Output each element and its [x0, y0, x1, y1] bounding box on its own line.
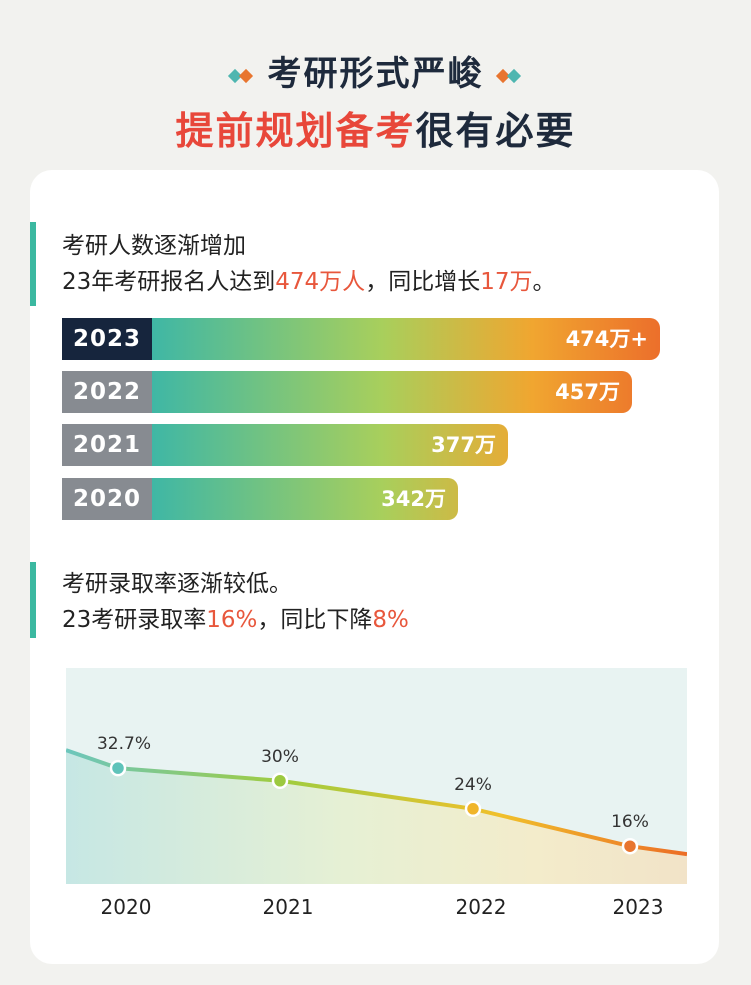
- diamond-decoration-left-icon: [227, 68, 254, 84]
- data-label-2021: 30%: [261, 747, 299, 767]
- year-label-2022: 2022: [62, 371, 152, 413]
- bar-value-label-2020: 342万: [381, 487, 446, 511]
- year-label-2023: 2023: [62, 318, 152, 360]
- bar-2021: [152, 424, 508, 466]
- section2-line2-value2: 8%: [372, 607, 409, 633]
- year-label-2020: 2020: [62, 478, 152, 520]
- section1-accent-bar: [30, 222, 36, 306]
- diamond-decoration-right-icon: [495, 68, 522, 84]
- bar-2022: [152, 371, 632, 413]
- data-point-2020: [109, 759, 127, 777]
- section2-line2-mid: ，同比下降: [257, 607, 373, 633]
- bar-row-2021: 2021 377万: [62, 424, 672, 466]
- year-label-2021: 2021: [62, 424, 152, 466]
- section1-line1: 考研人数逐渐增加: [62, 233, 246, 259]
- x-tick-2021: 2021: [263, 895, 314, 919]
- section1-line2-value2: 17万: [480, 269, 533, 295]
- x-tick-2020: 2020: [101, 895, 152, 919]
- section1-line2: 23年考研报名人达到474万人，同比增长17万。: [62, 264, 555, 300]
- section2-text: 考研录取率逐渐较低。 23考研录取率16%，同比下降8%: [62, 566, 409, 638]
- title-line1: 考研形式严峻: [0, 46, 751, 95]
- section1-line2-mid: ，同比增长: [365, 269, 481, 295]
- data-point-2022: [464, 800, 482, 818]
- title-text-1: 考研形式严峻: [267, 54, 484, 94]
- bar-2020: [152, 478, 458, 520]
- data-point-2021: [271, 772, 289, 789]
- data-label-2022: 24%: [454, 775, 492, 795]
- data-label-2023: 16%: [611, 812, 649, 832]
- section2-accent-bar: [30, 562, 36, 638]
- bar-value-label-2022: 457万: [555, 380, 620, 404]
- bar-row-2022: 2022 457万: [62, 371, 672, 413]
- series-line: [66, 748, 687, 857]
- section1-line2-value: 474万人: [275, 269, 366, 295]
- section2-line2-value: 16%: [206, 607, 258, 633]
- title-line2: 提前规划备考很有必要: [0, 100, 751, 155]
- section2-line2-prefix: 23考研录取率: [62, 607, 207, 633]
- section1-line2-end: 。: [532, 269, 556, 295]
- bar-value-label-2023: 474万+: [565, 327, 648, 351]
- section1-line2-prefix: 23年考研报名人达到: [62, 269, 276, 295]
- x-tick-2022: 2022: [456, 895, 507, 919]
- admission-rate-line-chart: 32.7% 30% 24% 16% 2020 2021 2022 2023: [66, 668, 687, 919]
- bar-row-2020: 2020 342万: [62, 478, 672, 520]
- section1-text: 考研人数逐渐增加 23年考研报名人达到474万人，同比增长17万。: [62, 228, 555, 300]
- title-rest: 很有必要: [415, 109, 576, 153]
- header: 考研形式严峻 提前规划备考很有必要: [0, 0, 751, 170]
- bar-row-2023: 2023 474万+: [62, 318, 672, 360]
- section2-line2: 23考研录取率16%，同比下降8%: [62, 602, 409, 638]
- section2-line1: 考研录取率逐渐较低。: [62, 571, 292, 597]
- area-fill: [66, 750, 687, 884]
- data-label-2020: 32.7%: [97, 734, 151, 754]
- title-highlight: 提前规划备考: [175, 109, 416, 153]
- x-tick-2023: 2023: [613, 895, 664, 919]
- data-point-2023: [621, 837, 639, 855]
- bar-value-label-2021: 377万: [431, 433, 496, 457]
- bar-2023: [152, 318, 660, 360]
